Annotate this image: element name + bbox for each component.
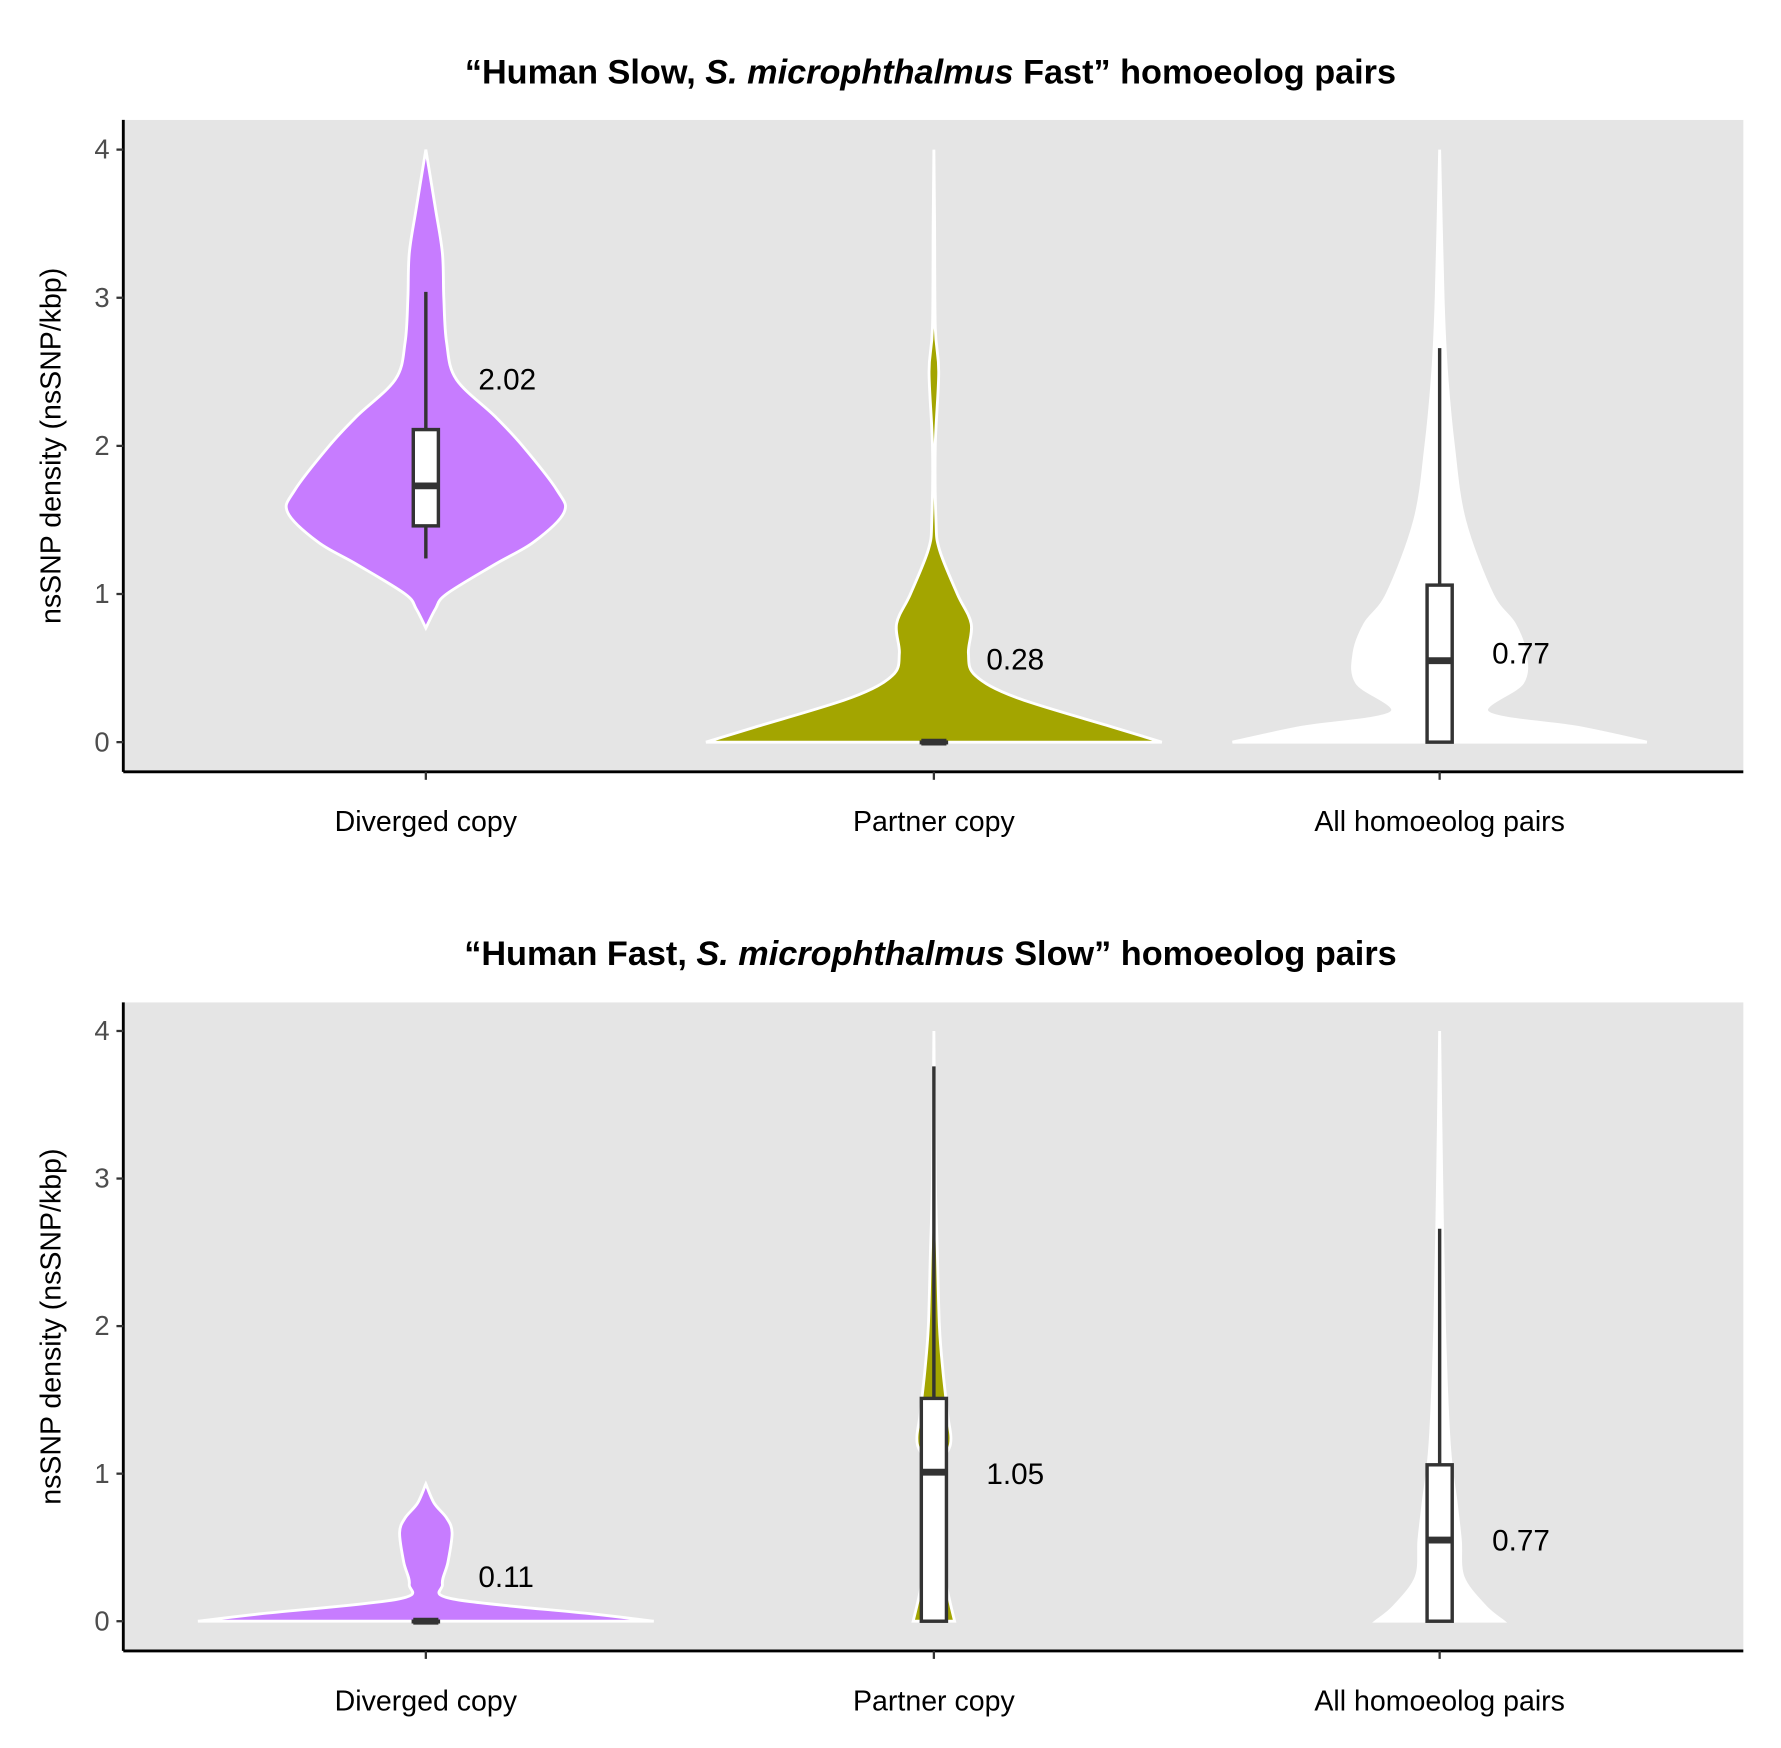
y-tick-label: 3 [94, 282, 109, 313]
panel-top: 0 1 2 3 4 nsSNP density (nsSNP/kbp) Diverged c… [36, 53, 1744, 838]
panel-bottom: 0 1 2 3 4 nsSNP density (nsSNP/kbp) Diverged c… [36, 935, 1744, 1717]
y-tick-label: 3 [94, 1163, 109, 1194]
box [411, 427, 441, 528]
box [919, 1396, 949, 1623]
y-tick-label: 4 [94, 1015, 109, 1046]
violin-1 [705, 149, 1163, 744]
y-tick-label: 1 [94, 578, 109, 609]
mean-label: 0.77 [1492, 638, 1550, 671]
y-tick-label: 0 [94, 726, 109, 757]
x-tick-label: Partner copy [853, 806, 1015, 838]
x-tick-label: All homoeolog pairs [1314, 806, 1565, 838]
mean-label: 0.77 [1492, 1524, 1550, 1557]
y-tick-label: 1 [94, 1458, 109, 1489]
panel-title: “Human Fast, S. microphthalmus Slow” hom… [464, 935, 1397, 973]
mean-label: 0.28 [986, 643, 1044, 676]
violin-0 [197, 1480, 654, 1623]
mean-label: 0.11 [478, 1561, 534, 1594]
x-tick-label: All homoeolog pairs [1314, 1685, 1565, 1717]
y-tick-label: 2 [94, 1310, 109, 1341]
mean-label: 1.05 [986, 1458, 1044, 1491]
y-tick-label: 0 [94, 1605, 109, 1636]
x-tick-label: Partner copy [853, 1685, 1015, 1717]
panel-title: “Human Slow, S. microphthalmus Fast” hom… [465, 53, 1396, 91]
x-tick-label: Diverged copy [335, 806, 518, 838]
mean-label: 2.02 [478, 363, 536, 396]
y-tick-label: 4 [94, 134, 109, 165]
y-tick-label: 2 [94, 430, 109, 461]
y-axis-label: nsSNP density (nsSNP/kbp) [36, 1149, 68, 1505]
y-axis-label: nsSNP density (nsSNP/kbp) [36, 268, 68, 624]
x-tick-label: Diverged copy [335, 1685, 518, 1717]
